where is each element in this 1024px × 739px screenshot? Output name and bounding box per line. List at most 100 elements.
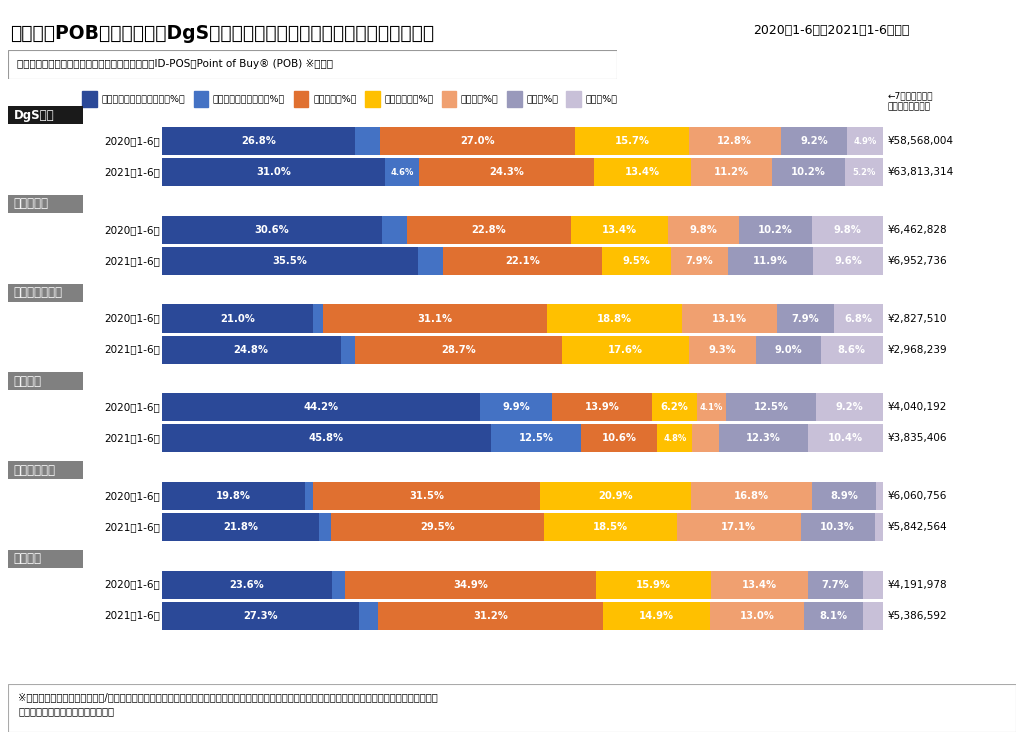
Text: 9.3%: 9.3% — [709, 344, 736, 355]
Text: 美容・健康（%）: 美容・健康（%） — [384, 95, 433, 103]
Text: 2021年1-6月: 2021年1-6月 — [104, 344, 160, 355]
Text: 17.6%: 17.6% — [608, 344, 643, 355]
Text: ¥2,968,239: ¥2,968,239 — [888, 344, 947, 355]
Text: ¥63,813,314: ¥63,813,314 — [888, 167, 954, 177]
Text: 18.5%: 18.5% — [593, 522, 628, 532]
Bar — [566, 91, 581, 107]
FancyBboxPatch shape — [8, 684, 1016, 732]
Text: 食品（生鮮・総菜）（%）: 食品（生鮮・総菜）（%） — [213, 95, 286, 103]
Text: 12.3%: 12.3% — [746, 433, 781, 443]
Text: 4.6%: 4.6% — [390, 168, 414, 177]
Text: 9.2%: 9.2% — [801, 136, 828, 146]
Text: 13.1%: 13.1% — [712, 313, 748, 324]
Text: 31.1%: 31.1% — [417, 313, 453, 324]
Bar — [194, 91, 208, 107]
Text: 26.8%: 26.8% — [241, 136, 275, 146]
Text: 19.8%: 19.8% — [216, 491, 251, 501]
Text: 45.8%: 45.8% — [309, 433, 344, 443]
Text: ¥4,040,192: ¥4,040,192 — [888, 402, 947, 412]
Text: 4.1%: 4.1% — [699, 403, 723, 412]
Text: 10.4%: 10.4% — [827, 433, 863, 443]
Text: 31.0%: 31.0% — [256, 167, 291, 177]
Text: 6.2%: 6.2% — [660, 402, 688, 412]
Text: 2020年1-6月と2021年1-6月比較: 2020年1-6月と2021年1-6月比較 — [753, 24, 909, 37]
Text: 35.5%: 35.5% — [272, 256, 307, 266]
Text: 2021年1-6月: 2021年1-6月 — [104, 167, 160, 177]
Text: 8.6%: 8.6% — [838, 344, 865, 355]
Text: コスモス: コスモス — [13, 375, 41, 388]
Text: 22.1%: 22.1% — [505, 256, 540, 266]
Text: 5.2%: 5.2% — [852, 168, 876, 177]
Text: 12.5%: 12.5% — [754, 402, 788, 412]
Text: 10.6%: 10.6% — [602, 433, 637, 443]
Text: 21.0%: 21.0% — [220, 313, 255, 324]
Text: 24.8%: 24.8% — [233, 344, 268, 355]
Text: 2021年1-6月: 2021年1-6月 — [104, 522, 160, 532]
Text: ¥5,842,564: ¥5,842,564 — [888, 522, 947, 532]
Text: 4.8%: 4.8% — [664, 434, 686, 443]
Text: 9.9%: 9.9% — [502, 402, 530, 412]
Text: 4.9%: 4.9% — [853, 137, 877, 146]
Text: 23.6%: 23.6% — [229, 579, 264, 590]
Text: 31.2%: 31.2% — [473, 610, 508, 621]
Text: 13.4%: 13.4% — [602, 225, 637, 235]
Bar — [294, 91, 308, 107]
Text: ウエルシア: ウエルシア — [13, 197, 48, 211]
Text: 2021年1-6月: 2021年1-6月 — [104, 433, 160, 443]
Text: 22.8%: 22.8% — [472, 225, 507, 235]
Text: ¥6,060,756: ¥6,060,756 — [888, 491, 947, 501]
Text: 44.2%: 44.2% — [303, 402, 339, 412]
Text: 13.0%: 13.0% — [739, 610, 775, 621]
Text: 食品（生鮮・総菜以外）（%）: 食品（生鮮・総菜以外）（%） — [101, 95, 185, 103]
Text: 7.9%: 7.9% — [685, 256, 713, 266]
Text: 15.9%: 15.9% — [636, 579, 672, 590]
FancyBboxPatch shape — [8, 50, 617, 79]
Text: 24.3%: 24.3% — [488, 167, 524, 177]
Text: 医薬品（%）: 医薬品（%） — [461, 95, 499, 103]
Text: 13.4%: 13.4% — [741, 579, 777, 590]
Text: ¥6,462,828: ¥6,462,828 — [888, 225, 947, 235]
Text: 2020年1-6月: 2020年1-6月 — [104, 225, 160, 235]
Text: 日用雑貨（%）: 日用雑貨（%） — [313, 95, 356, 103]
Text: 29.5%: 29.5% — [420, 522, 455, 532]
Bar — [441, 91, 457, 107]
Text: 9.0%: 9.0% — [774, 344, 802, 355]
Text: 2020年1-6月: 2020年1-6月 — [104, 579, 160, 590]
Text: 9.8%: 9.8% — [834, 225, 861, 235]
Text: ¥5,386,592: ¥5,386,592 — [888, 610, 947, 621]
Text: 10.2%: 10.2% — [791, 167, 825, 177]
Text: 34.9%: 34.9% — [454, 579, 488, 590]
Text: 21.8%: 21.8% — [223, 522, 258, 532]
Bar — [82, 91, 96, 107]
Text: 飲料（%）: 飲料（%） — [526, 95, 558, 103]
Bar — [365, 91, 380, 107]
Text: 8.9%: 8.9% — [830, 491, 858, 501]
Text: 12.8%: 12.8% — [717, 136, 753, 146]
Text: ¥58,568,004: ¥58,568,004 — [888, 136, 953, 146]
Text: 9.6%: 9.6% — [835, 256, 862, 266]
Text: 31.5%: 31.5% — [410, 491, 444, 501]
Text: ←7カテゴリーの
合計レシート金額: ←7カテゴリーの 合計レシート金額 — [888, 92, 933, 112]
Text: 7.9%: 7.9% — [792, 313, 819, 324]
Text: 11.2%: 11.2% — [714, 167, 749, 177]
Text: 9.5%: 9.5% — [623, 256, 650, 266]
Text: ¥6,952,736: ¥6,952,736 — [888, 256, 947, 266]
Text: 11.9%: 11.9% — [753, 256, 788, 266]
Text: 17.1%: 17.1% — [721, 522, 757, 532]
Text: 9.2%: 9.2% — [836, 402, 863, 412]
Text: ¥2,827,510: ¥2,827,510 — [888, 313, 947, 324]
Text: 27.3%: 27.3% — [243, 610, 278, 621]
Text: スギ薬局: スギ薬局 — [13, 552, 41, 565]
Text: サンドラッグ: サンドラッグ — [13, 463, 55, 477]
Text: 10.3%: 10.3% — [820, 522, 855, 532]
Text: 13.9%: 13.9% — [585, 402, 620, 412]
Text: 酒類（%）: 酒類（%） — [586, 95, 617, 103]
Text: 28.7%: 28.7% — [441, 344, 476, 355]
Text: 13.4%: 13.4% — [625, 167, 659, 177]
Text: 20.9%: 20.9% — [598, 491, 633, 501]
Text: 15.7%: 15.7% — [614, 136, 649, 146]
Text: 2020年1-6月: 2020年1-6月 — [104, 402, 160, 412]
Text: DgS全体: DgS全体 — [13, 109, 54, 122]
Bar — [507, 91, 521, 107]
Text: 7.7%: 7.7% — [821, 579, 849, 590]
